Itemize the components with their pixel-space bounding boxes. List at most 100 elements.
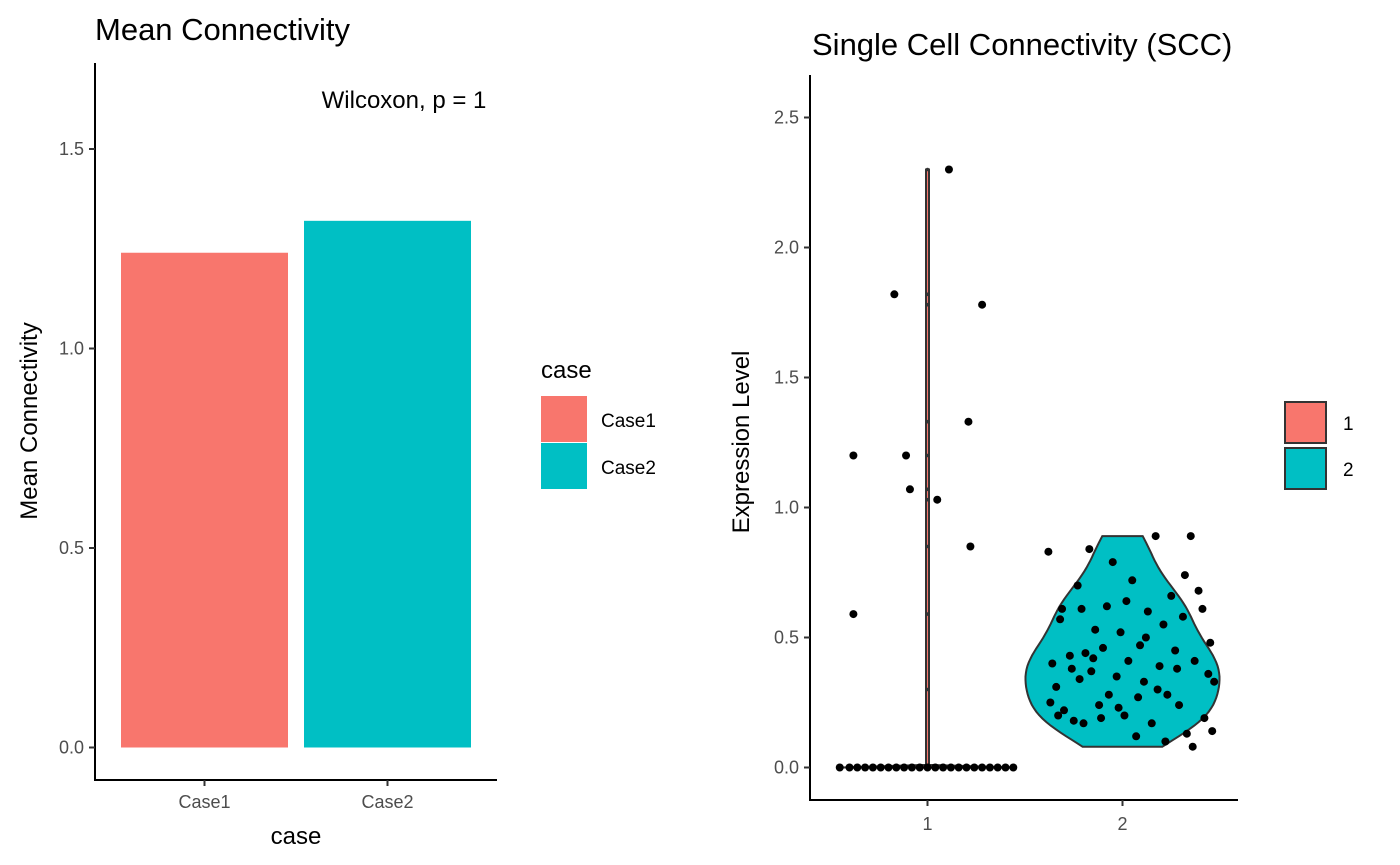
data-point <box>849 451 858 460</box>
data-point <box>1198 604 1207 613</box>
data-point <box>1112 672 1121 681</box>
data-point <box>954 763 963 772</box>
violin-spine-dot <box>925 419 930 424</box>
data-point <box>1139 677 1148 686</box>
data-point <box>1182 729 1191 738</box>
data-point <box>1180 571 1189 580</box>
bar-chart-x-ticks: Case1 Case2 <box>178 780 414 812</box>
data-point <box>1186 532 1195 541</box>
y-tick-label: 1.0 <box>774 498 799 518</box>
violin-shapes <box>841 168 1221 769</box>
violin-points <box>835 165 1219 772</box>
data-point <box>1095 701 1104 710</box>
data-point <box>1161 737 1170 746</box>
violin-spine-dot <box>925 292 930 297</box>
data-point <box>1077 604 1086 613</box>
data-point <box>907 763 916 772</box>
data-point <box>853 763 862 772</box>
x-tick-label: Case1 <box>178 792 230 812</box>
data-point <box>978 300 987 309</box>
data-point <box>1190 656 1199 665</box>
bar-chart-x-axis-title: case <box>271 823 322 850</box>
data-point <box>1069 716 1078 725</box>
data-point <box>946 763 955 772</box>
data-point <box>1136 641 1145 650</box>
legend-label-group-1: 1 <box>1343 414 1354 435</box>
bar-case1 <box>121 252 288 748</box>
data-point <box>1208 727 1217 736</box>
data-point <box>835 763 844 772</box>
legend-key-case2 <box>541 443 587 489</box>
data-point <box>1147 719 1156 728</box>
data-point <box>1122 597 1131 606</box>
data-point <box>1159 620 1168 629</box>
data-point <box>1163 690 1172 699</box>
x-tick-label: 2 <box>1117 814 1127 834</box>
violin-spine-dot <box>925 302 930 307</box>
bar-chart-bars <box>121 220 471 748</box>
data-point <box>1091 625 1100 634</box>
bar-chart-legend-title: case <box>541 357 592 384</box>
data-point <box>1200 714 1209 723</box>
data-point <box>1009 763 1018 772</box>
legend-label-case2: Case2 <box>601 458 656 479</box>
y-tick-label: 0.5 <box>59 538 84 558</box>
data-point <box>1052 682 1061 691</box>
data-point <box>1108 558 1117 567</box>
data-point <box>1044 547 1053 556</box>
legend-key-group-1 <box>1284 401 1327 444</box>
data-point <box>978 763 987 772</box>
data-point <box>1065 651 1074 660</box>
data-point <box>1073 581 1082 590</box>
data-point <box>962 763 971 772</box>
data-point <box>933 495 942 504</box>
data-point <box>993 763 1002 772</box>
data-point <box>1143 607 1152 616</box>
data-point <box>1178 612 1187 621</box>
data-point <box>970 763 979 772</box>
violin-chart-y-ticks: 0.0 0.5 1.0 1.5 2.0 2.5 <box>774 108 810 778</box>
data-point <box>1089 654 1098 663</box>
data-point <box>1060 706 1068 715</box>
data-point <box>1099 643 1107 652</box>
data-point <box>923 763 932 772</box>
data-point <box>902 451 911 460</box>
bar-chart-y-ticks: 0.0 0.5 1.0 1.5 <box>59 139 95 758</box>
data-point <box>1206 638 1215 647</box>
x-tick-label: Case2 <box>361 792 413 812</box>
data-point <box>1167 591 1176 600</box>
data-point <box>1087 667 1096 676</box>
data-point <box>1054 711 1063 720</box>
violin-spine-dot <box>925 612 930 616</box>
data-point <box>1079 719 1088 728</box>
violin-chart-title: Single Cell Connectivity (SCC) <box>812 27 1232 62</box>
data-point <box>1001 763 1010 772</box>
data-point <box>939 763 948 772</box>
data-point <box>1153 685 1162 694</box>
data-point <box>876 763 885 772</box>
bar-case2 <box>304 220 471 748</box>
violin-spine-dot <box>925 167 930 172</box>
data-point <box>890 290 899 299</box>
violin-chart-panel: Single Cell Connectivity (SCC) 0.0 0.5 1.0… <box>728 27 1354 834</box>
data-point <box>1175 701 1184 710</box>
data-point <box>966 542 975 551</box>
data-point <box>1134 693 1143 702</box>
y-tick-label: 1.5 <box>59 139 84 159</box>
data-point <box>861 763 870 772</box>
legend-label-group-2: 2 <box>1343 460 1354 481</box>
data-point <box>1048 659 1057 668</box>
data-point <box>1075 675 1084 684</box>
x-tick-label: 1 <box>922 814 932 834</box>
data-point <box>1151 532 1160 541</box>
data-point <box>1173 664 1182 673</box>
data-point <box>845 763 854 772</box>
data-point <box>868 763 877 772</box>
violin-chart-y-axis-title: Expression Level <box>728 351 755 534</box>
data-point <box>1067 664 1076 673</box>
bar-chart-legend: case Case1 Case2 <box>541 357 656 489</box>
data-point <box>849 610 858 619</box>
data-point <box>1046 698 1055 707</box>
data-point <box>1120 711 1129 720</box>
